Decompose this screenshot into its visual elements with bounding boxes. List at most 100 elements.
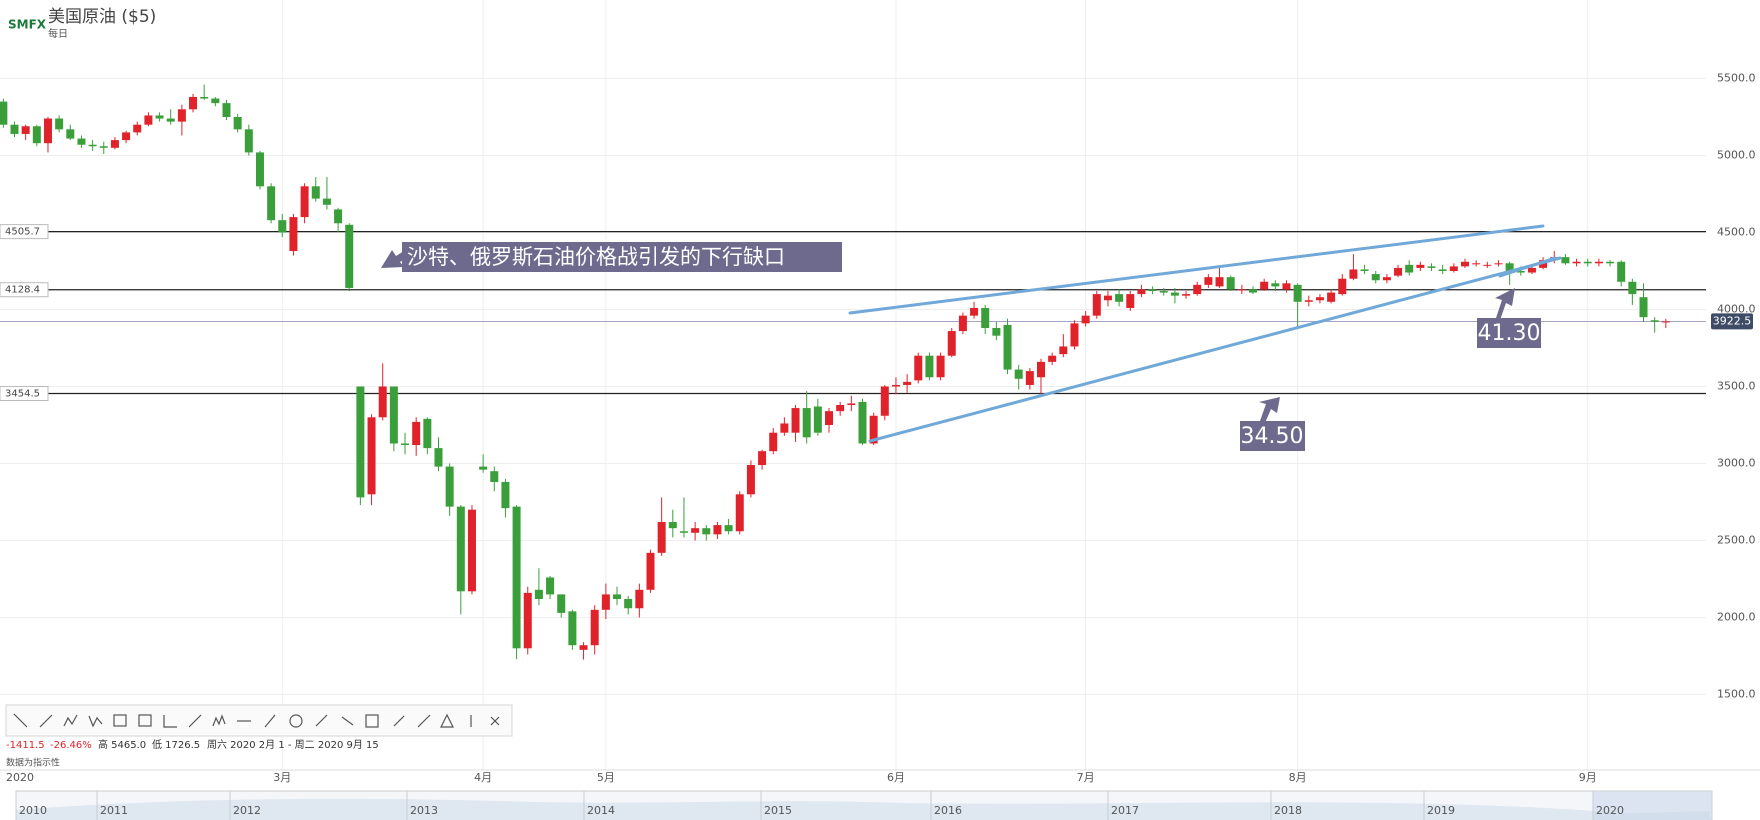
candle-body bbox=[10, 124, 19, 134]
candle-body bbox=[1037, 361, 1046, 378]
navigator-year: 2020 bbox=[1596, 804, 1624, 817]
stat-change-pct: -26.46% bbox=[50, 740, 92, 751]
candle-body bbox=[412, 421, 421, 446]
stat-high: 高 5465.0 bbox=[98, 738, 146, 751]
candle-body bbox=[702, 528, 711, 535]
navigator-year: 2016 bbox=[934, 804, 962, 817]
candle-body bbox=[880, 386, 889, 416]
candle-body bbox=[970, 307, 979, 316]
candle-body bbox=[1438, 269, 1447, 271]
candle-body bbox=[769, 432, 778, 452]
candle-body bbox=[825, 411, 834, 425]
candle-body bbox=[144, 115, 153, 125]
candle-body bbox=[679, 531, 688, 533]
candle-body bbox=[77, 138, 86, 145]
candle-body bbox=[356, 386, 365, 498]
candle-body bbox=[1293, 284, 1302, 302]
candle-body bbox=[1416, 264, 1425, 268]
candle-body bbox=[958, 315, 967, 332]
candle-body bbox=[601, 594, 610, 610]
candle-body bbox=[1371, 274, 1380, 281]
y-tick-label: 3500.0 bbox=[1717, 380, 1756, 393]
candle-body bbox=[1025, 371, 1034, 385]
level-label-box bbox=[0, 282, 49, 298]
candle-body bbox=[914, 355, 923, 381]
grid bbox=[0, 0, 1706, 770]
annotation-text: 34.50 bbox=[1241, 424, 1304, 449]
interval: 每日 bbox=[48, 27, 68, 40]
candle-body bbox=[724, 525, 733, 532]
candle-body bbox=[211, 98, 220, 104]
candle-body bbox=[813, 406, 822, 433]
candle-body bbox=[1472, 263, 1481, 265]
candle-body bbox=[322, 198, 331, 205]
candle-body bbox=[177, 109, 186, 122]
candle-body bbox=[512, 506, 521, 649]
candle-body bbox=[334, 209, 343, 224]
annotation-arrow bbox=[1259, 397, 1280, 423]
candle-body bbox=[43, 118, 52, 144]
level-label-box bbox=[0, 386, 49, 402]
candle-body bbox=[523, 592, 532, 649]
candle-body bbox=[166, 118, 175, 122]
candle-body bbox=[122, 132, 131, 141]
navigator-year: 2015 bbox=[764, 804, 792, 817]
annotation-box bbox=[402, 242, 842, 272]
candle-body bbox=[579, 645, 588, 650]
candle-body bbox=[903, 381, 912, 385]
candle-body bbox=[1204, 277, 1213, 285]
candle-body bbox=[1650, 320, 1659, 322]
candle-body bbox=[981, 307, 990, 328]
x-tick-label: 3月 bbox=[273, 771, 291, 784]
candle-body bbox=[780, 423, 789, 433]
candle-body bbox=[311, 186, 320, 199]
candle-body bbox=[55, 118, 64, 130]
candle-body bbox=[0, 101, 8, 125]
trendline bbox=[1498, 256, 1557, 278]
level-label: 4128.4 bbox=[5, 285, 40, 296]
candle-body bbox=[546, 577, 555, 595]
candle-body bbox=[936, 355, 945, 378]
candle-body bbox=[501, 481, 510, 509]
candle-body bbox=[1260, 281, 1269, 290]
candle-body bbox=[557, 594, 566, 613]
logo: SMFX bbox=[8, 18, 47, 32]
candle-body bbox=[1215, 277, 1224, 287]
candle-body bbox=[1327, 292, 1336, 302]
candle-body bbox=[590, 609, 599, 646]
candle-body bbox=[66, 129, 75, 139]
navigator-window bbox=[1593, 791, 1712, 820]
candle-body bbox=[1449, 266, 1458, 271]
candle-body bbox=[925, 355, 934, 378]
candle-body bbox=[99, 146, 108, 148]
candle-body bbox=[1103, 295, 1112, 301]
candle-body bbox=[133, 124, 142, 133]
navigator-year: 2010 bbox=[19, 804, 47, 817]
candle-body bbox=[490, 471, 499, 482]
candle-body bbox=[1527, 267, 1536, 273]
candle-body bbox=[1003, 324, 1012, 370]
candle-body bbox=[445, 466, 454, 507]
candle-body bbox=[1237, 289, 1246, 291]
candle-body bbox=[155, 115, 164, 119]
candle-body bbox=[1639, 297, 1648, 318]
stat-range: 周六 2020 2月 1 - 周二 2020 9月 15 bbox=[207, 739, 379, 751]
candle-body bbox=[713, 525, 722, 535]
annotation-box bbox=[1477, 318, 1541, 348]
candle-body bbox=[1249, 289, 1258, 293]
last-price-label: 3922.5 bbox=[1713, 314, 1752, 327]
candle-body bbox=[1516, 271, 1525, 273]
candle-body bbox=[1594, 261, 1603, 264]
candle-body bbox=[200, 96, 209, 99]
level-label: 3454.5 bbox=[5, 389, 40, 400]
y-tick-label: 2500.0 bbox=[1717, 534, 1756, 547]
x-tick-label: 7月 bbox=[1077, 771, 1095, 784]
candle-body bbox=[758, 451, 767, 466]
logo-text: SMFX bbox=[8, 18, 47, 32]
candle-body bbox=[646, 552, 655, 590]
candle-body bbox=[1349, 269, 1358, 279]
candle-body bbox=[267, 186, 276, 221]
navigator-year: 2012 bbox=[233, 804, 261, 817]
trendline bbox=[848, 224, 1545, 315]
candle-body bbox=[32, 126, 41, 144]
